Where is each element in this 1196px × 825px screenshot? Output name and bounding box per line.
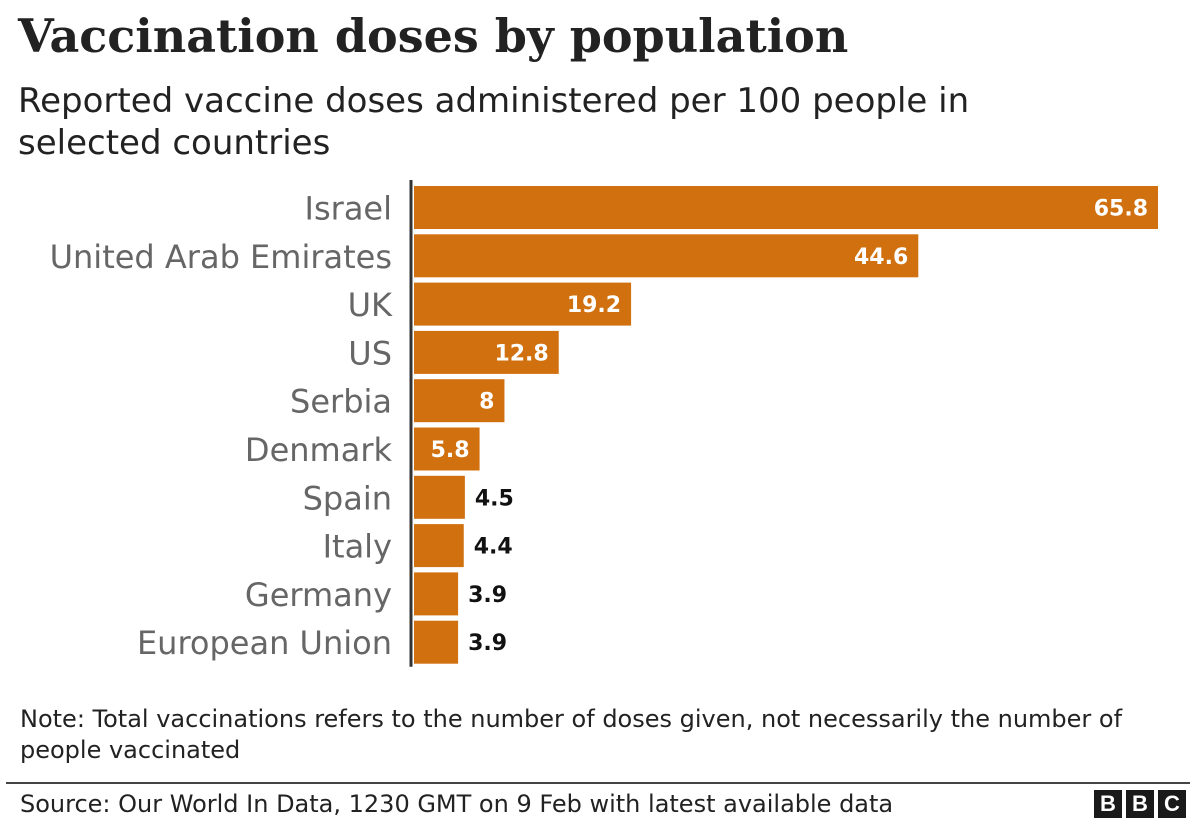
bar (414, 282, 632, 326)
value-label: 4.4 (474, 535, 513, 560)
value-label: 12.8 (494, 341, 548, 366)
bbc-logo-letter: C (1158, 790, 1186, 818)
category-label: US (348, 334, 392, 372)
value-label: 19.2 (567, 293, 621, 318)
bar (414, 330, 559, 374)
category-label: Germany (245, 576, 392, 614)
value-label: 4.5 (475, 486, 514, 511)
bar (414, 475, 465, 519)
bar (414, 186, 1158, 229)
bar (414, 379, 505, 423)
value-label: 3.9 (468, 583, 507, 608)
value-label: 8 (479, 390, 494, 415)
category-label: Italy (323, 528, 392, 566)
chart-subtitle: Reported vaccine doses administered per … (18, 81, 970, 163)
bar (414, 524, 464, 568)
bbc-logo-letter: B (1126, 790, 1154, 818)
category-label: Spain (303, 479, 392, 517)
bar (414, 572, 459, 616)
bbc-logo: B B C (1094, 790, 1186, 818)
category-label: United Arab Emirates (50, 238, 392, 276)
category-label: Israel (305, 190, 392, 228)
source-text: Source: Our World In Data, 1230 GMT on 9… (20, 790, 894, 818)
value-label: 3.9 (468, 631, 507, 656)
chart-note: Note: Total vaccinations refers to the n… (20, 705, 1123, 764)
bar (414, 234, 919, 278)
category-label: Serbia (290, 383, 392, 421)
bar-chart: Israel 65.8 United Arab Emirates 44.6 UK 19.2… (50, 180, 1158, 667)
bar (414, 427, 480, 471)
category-label: UK (348, 286, 393, 324)
category-label: European Union (137, 624, 392, 662)
footer-divider (6, 782, 1190, 784)
value-label: 65.8 (1094, 197, 1148, 222)
value-label: 44.6 (854, 245, 908, 270)
category-label: Denmark (245, 431, 393, 469)
value-label: 5.8 (431, 438, 470, 463)
bbc-logo-letter: B (1094, 790, 1122, 818)
chart-title: Vaccination doses by population (18, 9, 849, 63)
bar (414, 620, 459, 664)
